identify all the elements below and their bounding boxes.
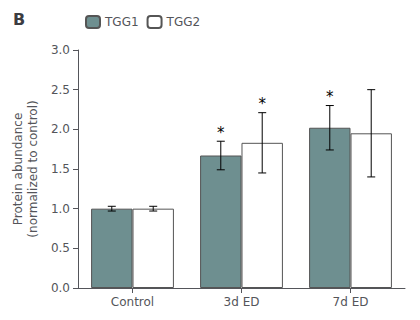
svg-text:Control: Control [111,295,154,309]
svg-text:TGG1: TGG1 [104,15,139,29]
svg-text:(normalized to control): (normalized to control) [26,100,40,237]
svg-text:3.0: 3.0 [51,43,70,57]
svg-text:Protein abundance: Protein abundance [11,113,25,226]
svg-text:*: * [326,88,334,106]
svg-text:*: * [258,95,266,113]
svg-text:1.0: 1.0 [51,202,70,216]
svg-text:*: * [217,124,225,142]
svg-text:1.5: 1.5 [51,162,70,176]
svg-text:TGG2: TGG2 [166,15,201,29]
svg-text:3d ED: 3d ED [224,295,260,309]
svg-text:0.5: 0.5 [51,241,70,255]
svg-text:B: B [13,10,25,29]
svg-text:2.0: 2.0 [51,122,70,136]
svg-text:7d ED: 7d ED [333,295,369,309]
svg-text:2.5: 2.5 [51,83,70,97]
svg-text:0.0: 0.0 [51,281,70,295]
